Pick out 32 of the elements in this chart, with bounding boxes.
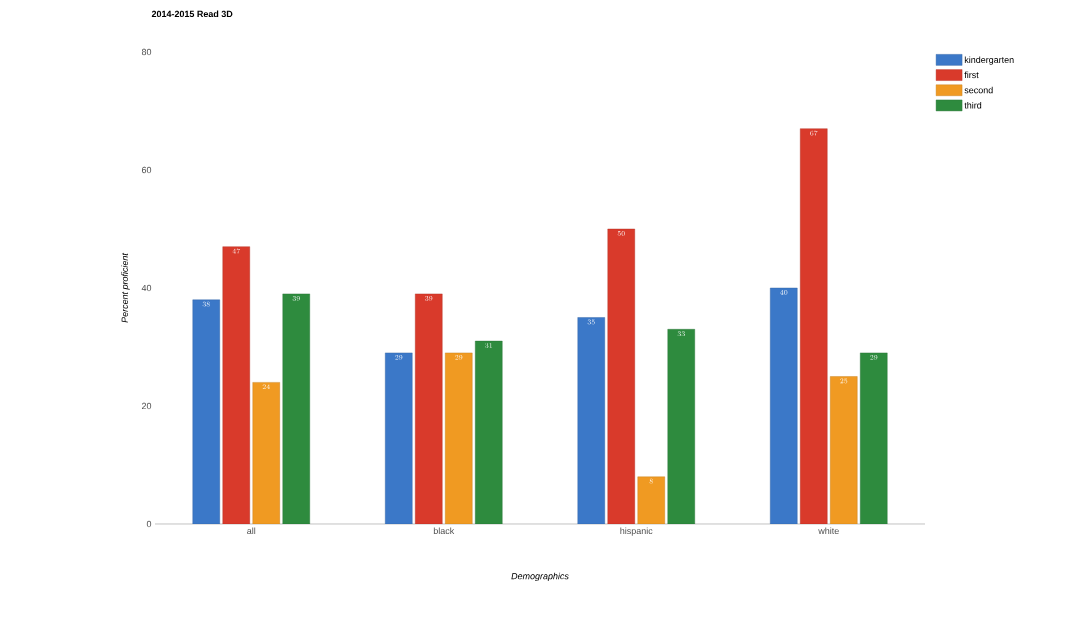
- bar: [577, 317, 605, 524]
- bar: [222, 246, 250, 524]
- bar: [667, 329, 695, 524]
- y-tick-label: 40: [141, 284, 152, 292]
- bar: [860, 352, 888, 524]
- legend-label: kindergarten: [964, 56, 1014, 65]
- bar: [252, 382, 280, 524]
- bar: [475, 340, 503, 524]
- bar: [637, 476, 665, 524]
- chart-title: 2014-2015 Read 3D: [151, 10, 233, 18]
- legend-label: first: [964, 71, 979, 79]
- bar: [282, 293, 310, 524]
- x-axis-title: Demographics: [511, 572, 569, 582]
- bar: [192, 299, 220, 524]
- bar: [415, 293, 443, 524]
- bar: [445, 352, 473, 524]
- x-tick-label: hispanic: [620, 527, 653, 536]
- bar: [385, 352, 413, 524]
- y-tick-label: 0: [146, 520, 152, 528]
- y-tick-label: 80: [141, 48, 152, 56]
- x-tick-label: all: [247, 527, 256, 535]
- bar: [830, 376, 858, 524]
- bar: [607, 228, 635, 524]
- y-tick-label: 60: [141, 166, 152, 174]
- bar: [770, 287, 798, 524]
- y-tick-label: 20: [141, 402, 152, 410]
- legend-label: third: [964, 101, 982, 109]
- y-axis-title: Percent proficient: [121, 252, 130, 323]
- x-tick-label: white: [818, 527, 839, 535]
- x-tick-label: black: [433, 527, 455, 535]
- bar: [800, 128, 828, 524]
- legend-label: second: [964, 86, 993, 94]
